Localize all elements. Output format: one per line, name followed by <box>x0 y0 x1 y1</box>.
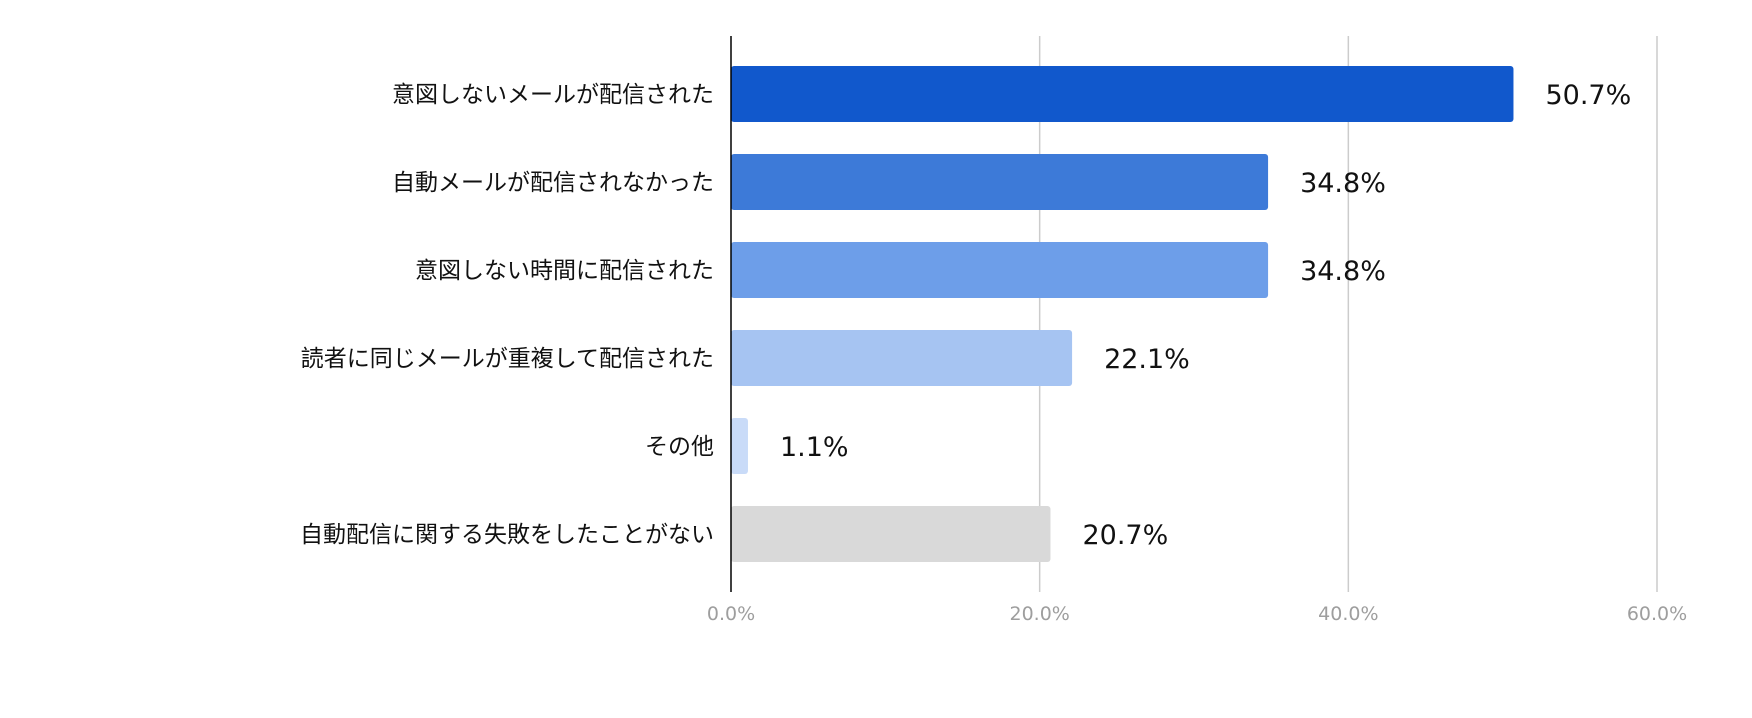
value-label: 34.8% <box>1300 256 1386 287</box>
bar <box>731 242 1269 298</box>
x-tick-label: 20.0% <box>1009 603 1069 625</box>
category-label: その他 <box>645 434 714 460</box>
labels: 0.0% 20.0% 40.0% 60.0% 意図しないメールが配信された 50.7% 自動… <box>300 80 1687 625</box>
x-tick-label: 40.0% <box>1318 603 1378 625</box>
x-tick-label: 60.0% <box>1627 603 1687 625</box>
category-label: 自動配信に関する失敗をしたことがない <box>300 522 714 548</box>
category-label: 自動メールが配信されなかった <box>392 170 714 196</box>
bar <box>731 66 1514 122</box>
category-label: 意図しないメールが配信された <box>392 82 714 108</box>
gridlines <box>1038 36 1658 592</box>
x-tick-label: 0.0% <box>707 603 755 625</box>
category-label: 意図しない時間に配信された <box>415 258 714 284</box>
bar <box>731 154 1269 210</box>
bar <box>731 506 1051 562</box>
category-label: 読者に同じメールが重複して配信された <box>301 346 714 372</box>
bars <box>731 66 1514 562</box>
bar <box>731 330 1073 386</box>
value-label: 20.7% <box>1082 520 1168 551</box>
value-label: 22.1% <box>1104 344 1190 375</box>
bar <box>731 418 748 474</box>
value-label: 50.7% <box>1545 80 1631 111</box>
value-label: 34.8% <box>1300 168 1386 199</box>
value-label: 1.1% <box>780 432 849 463</box>
